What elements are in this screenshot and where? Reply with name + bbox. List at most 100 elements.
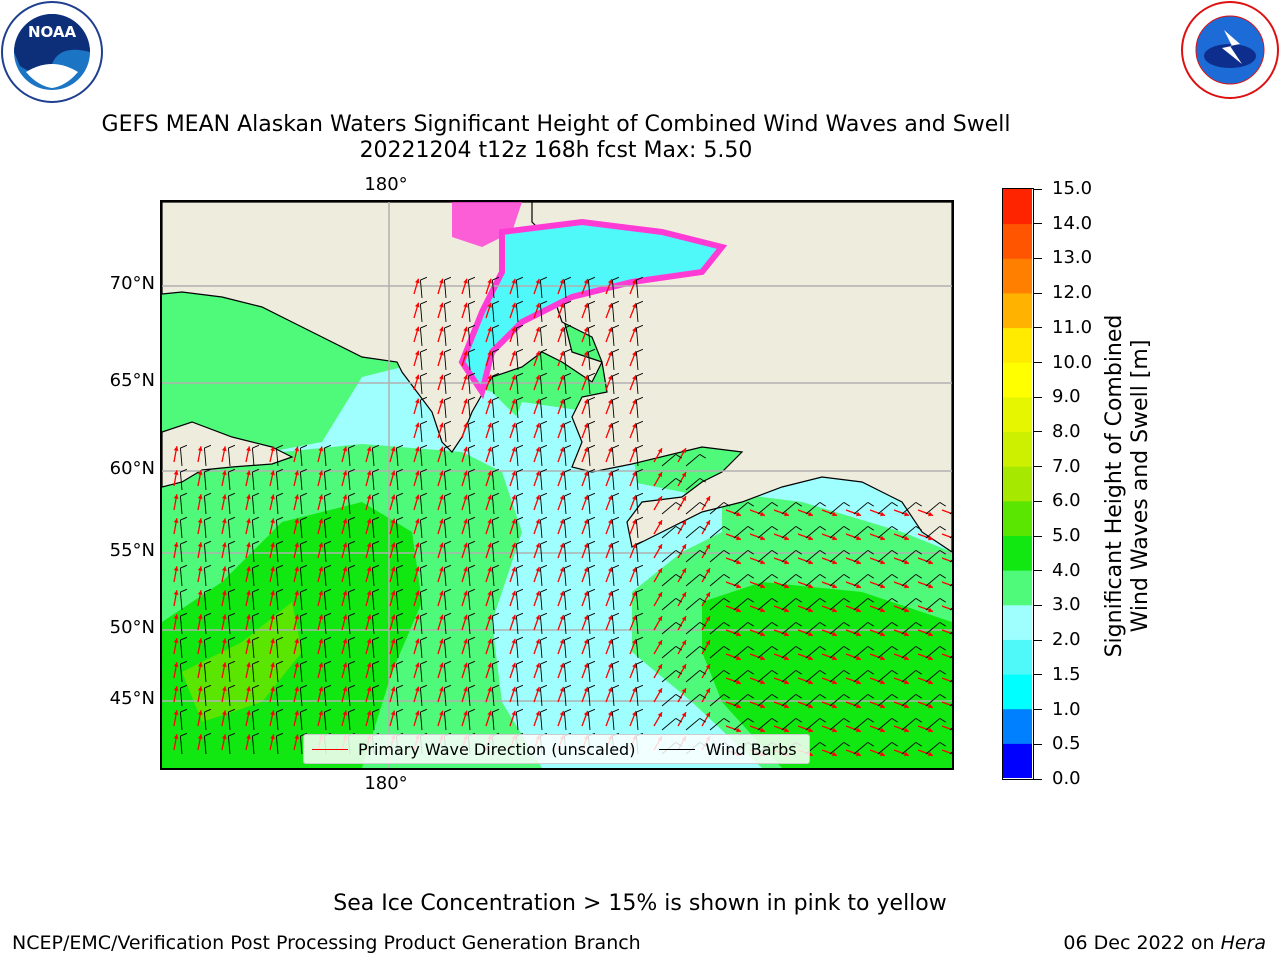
wind-barb bbox=[515, 324, 524, 347]
wind-barb bbox=[419, 468, 428, 491]
wind-barb bbox=[467, 348, 476, 371]
wave-direction-arrow bbox=[605, 470, 613, 487]
wind-barb bbox=[685, 598, 706, 611]
wave-direction-arrow bbox=[773, 653, 790, 661]
wind-barb bbox=[395, 588, 404, 611]
wind-barb bbox=[635, 396, 644, 419]
colorbar-tick-mark bbox=[1034, 639, 1042, 641]
wave-direction-arrow bbox=[485, 398, 492, 415]
wind-barb bbox=[515, 516, 524, 539]
wind-barb bbox=[901, 622, 922, 635]
wave-direction-arrow bbox=[341, 638, 348, 655]
wave-direction-arrow bbox=[629, 494, 637, 511]
colorbar-title-line1: Significant Height of Combined bbox=[1102, 314, 1127, 658]
wind-barb bbox=[371, 444, 380, 467]
colorbar-tick-mark bbox=[1034, 257, 1042, 259]
wind-barb bbox=[419, 564, 428, 587]
wind-barb bbox=[347, 468, 356, 491]
wave-direction-arrow bbox=[893, 557, 910, 565]
wave-direction-arrow bbox=[701, 567, 711, 583]
wind-barb bbox=[853, 670, 874, 683]
lat-label-70: 70°N bbox=[109, 273, 155, 294]
wave-direction-arrow bbox=[869, 509, 886, 517]
wind-barb bbox=[371, 588, 380, 611]
wind-barb bbox=[371, 516, 380, 539]
wind-barb bbox=[611, 708, 620, 731]
wind-barb bbox=[635, 372, 644, 395]
wind-barb bbox=[635, 708, 644, 731]
wind-barb bbox=[203, 444, 212, 467]
colorbar-swatch bbox=[1003, 327, 1032, 363]
wave-direction-arrow bbox=[269, 734, 275, 751]
wind-barb bbox=[563, 348, 572, 371]
wind-barb bbox=[539, 636, 548, 659]
wave-direction-arrow bbox=[749, 605, 766, 613]
wave-direction-arrow bbox=[245, 542, 251, 559]
wave-direction-arrow bbox=[293, 518, 300, 535]
wind-barb bbox=[203, 564, 212, 587]
wind-barb bbox=[877, 718, 898, 731]
footer-date-text: 06 Dec 2022 on bbox=[1063, 932, 1215, 954]
wave-direction-arrow bbox=[413, 638, 420, 655]
wave-direction-arrow bbox=[581, 446, 589, 463]
wave-direction-arrow bbox=[893, 629, 910, 637]
wave-direction-arrow bbox=[941, 749, 952, 755]
wave-direction-arrow bbox=[893, 581, 910, 589]
wave-direction-arrow bbox=[557, 542, 565, 559]
wind-barb bbox=[419, 684, 428, 707]
wind-barb bbox=[829, 526, 850, 539]
wind-barb bbox=[925, 598, 946, 611]
wave-direction-arrow bbox=[437, 446, 444, 463]
wave-direction-arrow bbox=[341, 710, 348, 727]
wind-barb bbox=[491, 588, 500, 611]
wave-direction-arrow bbox=[821, 749, 838, 757]
colorbar-tick-mark bbox=[1034, 466, 1042, 468]
wind-barb bbox=[539, 300, 548, 323]
wave-direction-arrow bbox=[557, 494, 565, 511]
wind-barb bbox=[515, 276, 524, 299]
wind-barb bbox=[275, 444, 284, 467]
wave-direction-arrow bbox=[269, 566, 275, 583]
wave-direction-arrow bbox=[437, 662, 444, 679]
wave-direction-arrow bbox=[773, 581, 790, 589]
wind-barb bbox=[805, 670, 826, 683]
colorbar-tick-mark bbox=[1034, 535, 1042, 537]
wind-barb bbox=[203, 516, 212, 539]
wind-barb bbox=[491, 372, 500, 395]
wind-barb bbox=[179, 612, 188, 635]
wind-barb bbox=[853, 646, 874, 659]
wave-direction-arrow bbox=[269, 638, 275, 655]
wave-direction-arrow bbox=[533, 710, 541, 727]
wave-direction-arrow bbox=[797, 677, 814, 685]
wind-barb bbox=[635, 492, 644, 515]
wind-barb bbox=[467, 396, 476, 419]
wind-barb bbox=[227, 516, 236, 539]
wind-barb bbox=[467, 516, 476, 539]
wind-barb bbox=[805, 502, 826, 515]
wave-direction-arrow bbox=[821, 581, 838, 589]
wind-barb bbox=[227, 612, 236, 635]
wind-barb bbox=[275, 636, 284, 659]
wave-direction-arrow bbox=[173, 446, 179, 463]
wave-direction-arrow bbox=[197, 542, 203, 559]
wind-barb bbox=[661, 550, 682, 563]
wave-direction-arrow bbox=[509, 278, 517, 295]
wind-barb bbox=[419, 300, 428, 323]
wind-barb bbox=[491, 636, 500, 659]
wind-barb bbox=[467, 588, 476, 611]
wave-direction-arrow bbox=[917, 701, 934, 709]
wave-direction-arrow bbox=[845, 725, 862, 733]
wind-barb bbox=[251, 708, 260, 731]
wind-barb bbox=[275, 588, 284, 611]
wave-direction-arrow bbox=[797, 533, 814, 541]
wind-barb bbox=[853, 694, 874, 707]
noaa-logo: NOAA bbox=[0, 0, 104, 104]
wave-direction-arrow bbox=[869, 749, 886, 757]
wind-barb bbox=[611, 444, 620, 467]
wave-direction-arrow bbox=[725, 677, 742, 685]
wave-direction-arrow bbox=[197, 662, 203, 679]
wave-direction-arrow bbox=[461, 302, 468, 319]
wind-barb bbox=[443, 372, 452, 395]
colorbar-tick-label: 1.0 bbox=[1052, 698, 1081, 720]
wave-direction-arrow bbox=[581, 422, 589, 439]
